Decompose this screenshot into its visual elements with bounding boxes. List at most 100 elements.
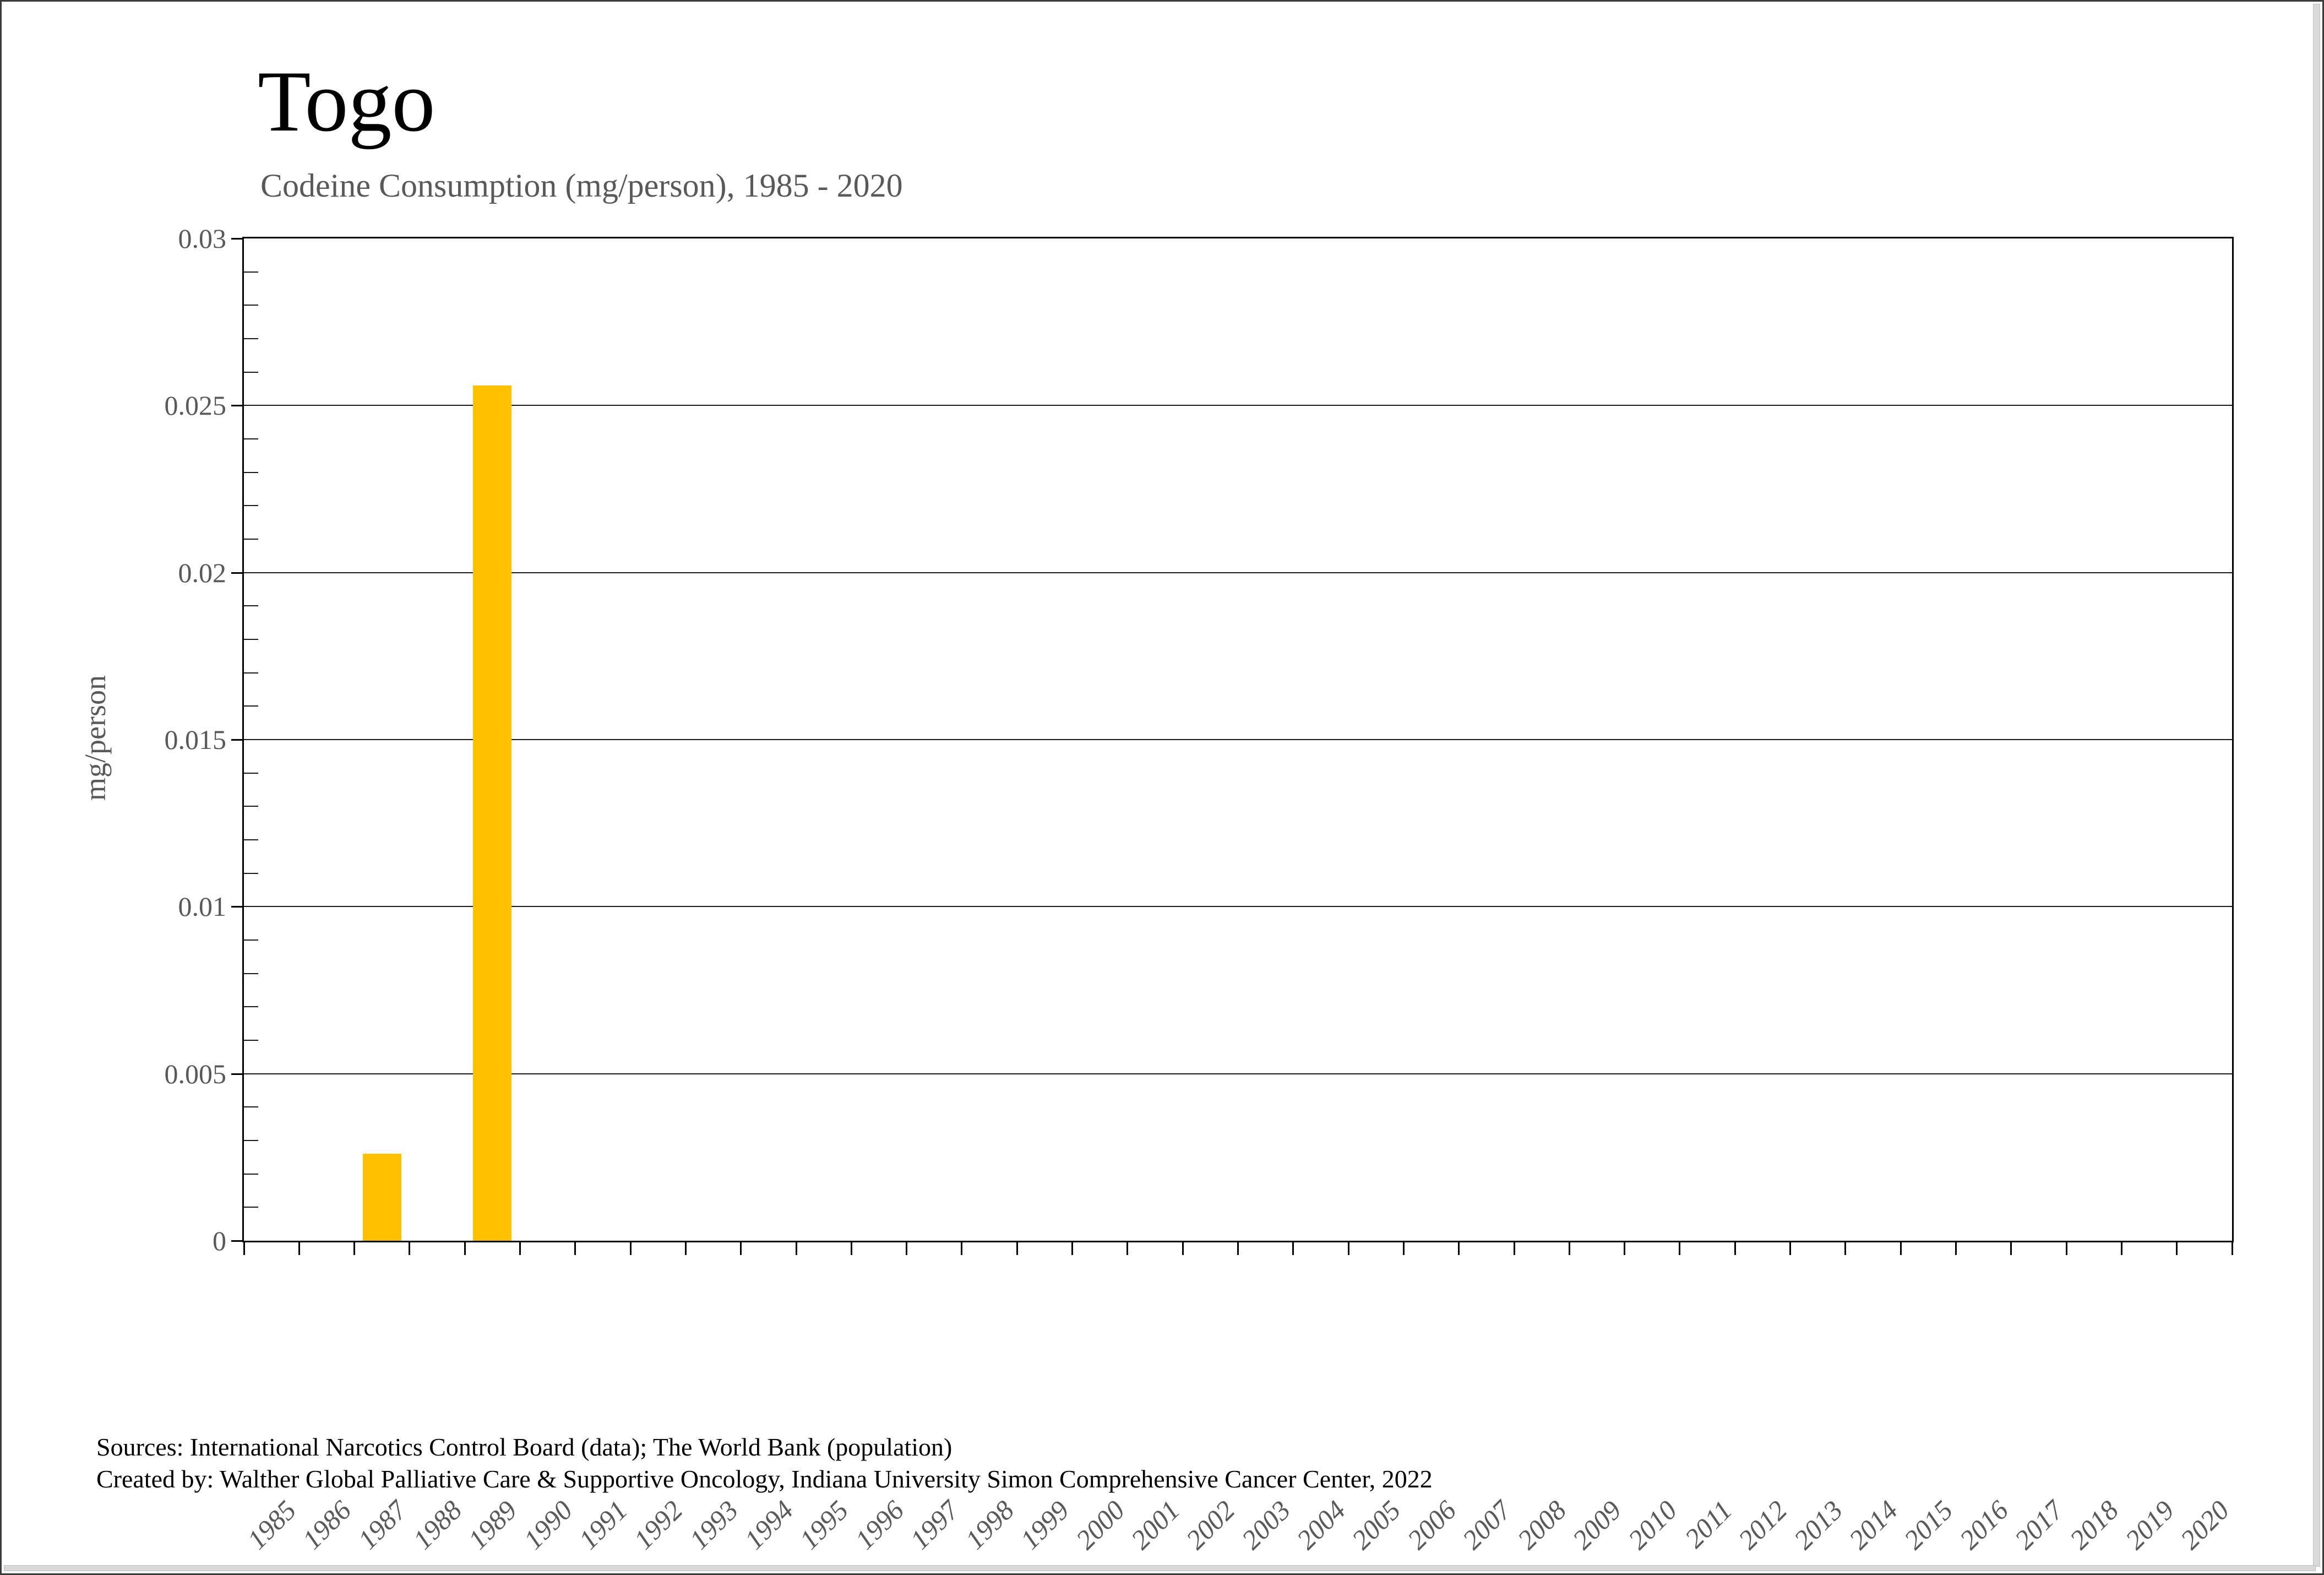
y-axis-minor-tick [244,672,258,674]
x-axis-tick [1734,1241,1736,1255]
x-axis-tick-label: 2003 [1235,1494,1296,1556]
x-axis-tick-label: 2007 [1456,1494,1517,1556]
y-axis-minor-tick [244,1207,258,1208]
x-axis-tick-label: 2008 [1511,1494,1572,1556]
y-axis-tick-label: 0.025 [164,390,227,421]
x-axis-tick-label: 1993 [683,1494,744,1556]
x-axis-tick-label: 1985 [241,1494,302,1556]
y-axis-tick-label: 0.01 [178,891,227,922]
gridline [244,572,2232,573]
x-axis-tick-label: 2019 [2119,1494,2180,1556]
y-axis-minor-tick [244,1006,258,1008]
x-axis-tick-label: 1998 [959,1494,1020,1556]
x-axis-tick [2120,1241,2122,1255]
x-axis-tick [298,1241,300,1255]
x-axis-tick-label: 1997 [904,1494,965,1556]
x-axis-tick [1679,1241,1681,1255]
y-axis-minor-tick [244,1173,258,1175]
x-axis-tick [519,1241,521,1255]
y-axis-major-tick [231,405,242,407]
y-axis-minor-tick [244,872,258,874]
y-axis-tick-label: 0.015 [164,724,227,755]
x-axis-tick [1347,1241,1349,1255]
x-axis-tick [1458,1241,1460,1255]
y-axis-minor-tick [244,1140,258,1141]
x-axis-tick-label: 2000 [1069,1494,1131,1556]
x-axis-tick-label: 1988 [407,1494,468,1556]
y-axis-tick-label: 0.02 [178,557,227,588]
x-axis-tick [1126,1241,1129,1255]
x-axis-tick [850,1241,852,1255]
x-axis-tick [1071,1241,1074,1255]
x-axis-tick [243,1241,245,1255]
x-axis-tick-label: 1986 [296,1494,357,1556]
x-axis-tick [961,1241,963,1255]
gridline [244,906,2232,908]
y-axis-minor-tick [244,973,258,974]
x-axis-tick [1182,1241,1184,1255]
y-axis-tick-labels: 0 0.005 0.01 0.015 0.02 0.025 0.03 [2,224,233,1255]
x-axis-tick-label: 2010 [1621,1494,1683,1556]
x-axis-tick-label: 2001 [1125,1494,1186,1556]
y-axis-tick-label: 0.005 [164,1058,227,1089]
y-axis-minor-tick [244,705,258,707]
x-axis-tick-label: 2014 [1842,1494,1904,1556]
gridline [244,1073,2232,1074]
y-axis-minor-tick [244,505,258,507]
bar-1989 [473,385,512,1241]
x-axis-tick [2065,1241,2067,1255]
x-axis-tick-label: 2017 [2008,1494,2070,1556]
y-axis-major-tick [231,1240,242,1242]
chart-subtitle: Codeine Consumption (mg/person), 1985 - … [260,167,903,204]
x-axis-tick-label: 2006 [1401,1494,1462,1556]
y-axis-minor-tick [244,371,258,373]
x-axis-tick [684,1241,687,1255]
x-axis-tick-label: 1994 [738,1494,799,1556]
chart-title: Togo [258,53,436,150]
x-axis-tick [2010,1241,2012,1255]
x-axis-tick [1016,1241,1018,1255]
x-axis-tick [2176,1241,2178,1255]
vertical-scrollbar[interactable] [2313,4,2320,1567]
x-axis-tick [795,1241,797,1255]
x-axis-tick [409,1241,411,1255]
y-axis-minor-tick [244,338,258,339]
x-axis-tick-label: 1990 [517,1494,578,1556]
x-axis-tick [629,1241,632,1255]
y-axis-minor-tick [244,305,258,306]
x-axis-tick-label: 2018 [2064,1494,2125,1556]
x-axis-tick-label: 2020 [2174,1494,2235,1556]
x-axis-tick-label: 1987 [351,1494,413,1556]
x-axis-tick-label: 2011 [1678,1494,1738,1554]
y-axis-minor-tick [244,639,258,640]
y-axis-minor-tick [244,471,258,473]
x-axis-tick [740,1241,742,1255]
y-axis-tick-label: 0 [213,1225,226,1256]
y-axis-minor-tick [244,271,258,273]
y-axis-minor-tick [244,539,258,540]
y-axis-tick-label: 0.03 [178,223,227,254]
y-axis-minor-tick [244,772,258,774]
x-axis-tick [464,1241,466,1255]
x-axis-tick-label: 1992 [628,1494,689,1556]
x-axis-tick-label: 1989 [462,1494,523,1556]
footer-created-by: Created by: Walther Global Palliative Ca… [96,1465,1433,1493]
x-axis-tick-label: 2013 [1787,1494,1849,1556]
x-axis-tick-label: 2004 [1290,1494,1352,1556]
y-axis-major-tick [231,1073,242,1075]
x-axis-tick-label: 1999 [1014,1494,1075,1556]
horizontal-scrollbar[interactable] [4,1565,2316,1571]
y-axis-minor-tick [244,1040,258,1041]
x-axis-tick-label: 2015 [1898,1494,1959,1556]
x-axis-tick-label: 1995 [793,1494,855,1556]
gridline [244,405,2232,406]
plot-area [231,237,2234,1255]
x-axis-tick [2231,1241,2233,1255]
y-axis-minor-tick [244,605,258,607]
x-axis-tick [1624,1241,1626,1255]
x-axis-tick [574,1241,576,1255]
x-axis-tick-label: 1991 [572,1494,634,1556]
x-axis-tick [1955,1241,1957,1255]
y-axis-minor-tick [244,1106,258,1108]
x-axis-tick [1789,1241,1792,1255]
